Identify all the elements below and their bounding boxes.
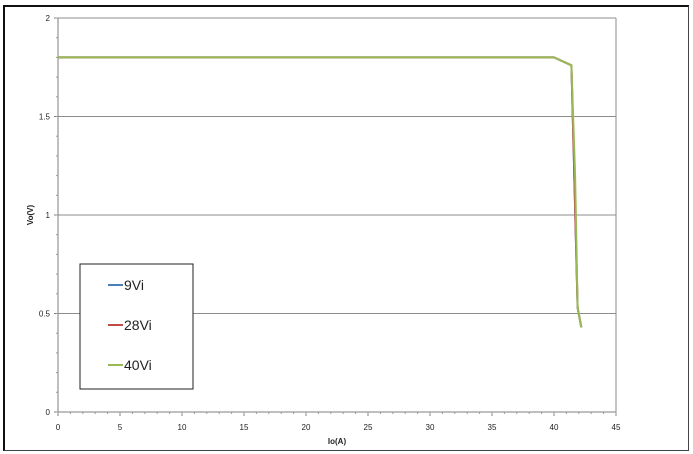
y-tick-label: 2 xyxy=(46,14,51,23)
chart-frame: 0 0.5 1 1.5 2 0 5 10 15 20 25 30 35 40 45 Io(A) Vo(V) 9V… xyxy=(3,5,689,451)
legend-box xyxy=(79,263,194,390)
legend-label: 9Vi xyxy=(124,277,144,293)
x-tick-label: 40 xyxy=(550,423,559,432)
x-tick-label: 35 xyxy=(488,423,497,432)
y-tick-label: 0.5 xyxy=(39,310,51,319)
x-tick-label: 20 xyxy=(302,423,311,432)
legend-label: 28Vi xyxy=(124,317,152,333)
y-tick-label: 1 xyxy=(46,211,51,220)
legend: 9Vi 28Vi 40Vi xyxy=(79,263,194,390)
y-tick-label: 0 xyxy=(46,408,51,417)
x-tick-label: 30 xyxy=(426,423,435,432)
series-line-40vi xyxy=(58,56,583,328)
x-tick-label: 0 xyxy=(56,423,61,432)
y-axis-title: Vo(V) xyxy=(26,205,35,226)
y-tick-label: 1.5 xyxy=(39,113,51,122)
x-tick-label: 15 xyxy=(240,423,249,432)
x-tick-label: 45 xyxy=(612,423,621,432)
x-tick-label: 10 xyxy=(178,423,187,432)
legend-label: 40Vi xyxy=(124,357,152,373)
x-axis-title: Io(A) xyxy=(328,437,347,446)
series-lines xyxy=(58,56,583,328)
x-tick-label: 5 xyxy=(118,423,123,432)
x-tick-label: 25 xyxy=(364,423,373,432)
